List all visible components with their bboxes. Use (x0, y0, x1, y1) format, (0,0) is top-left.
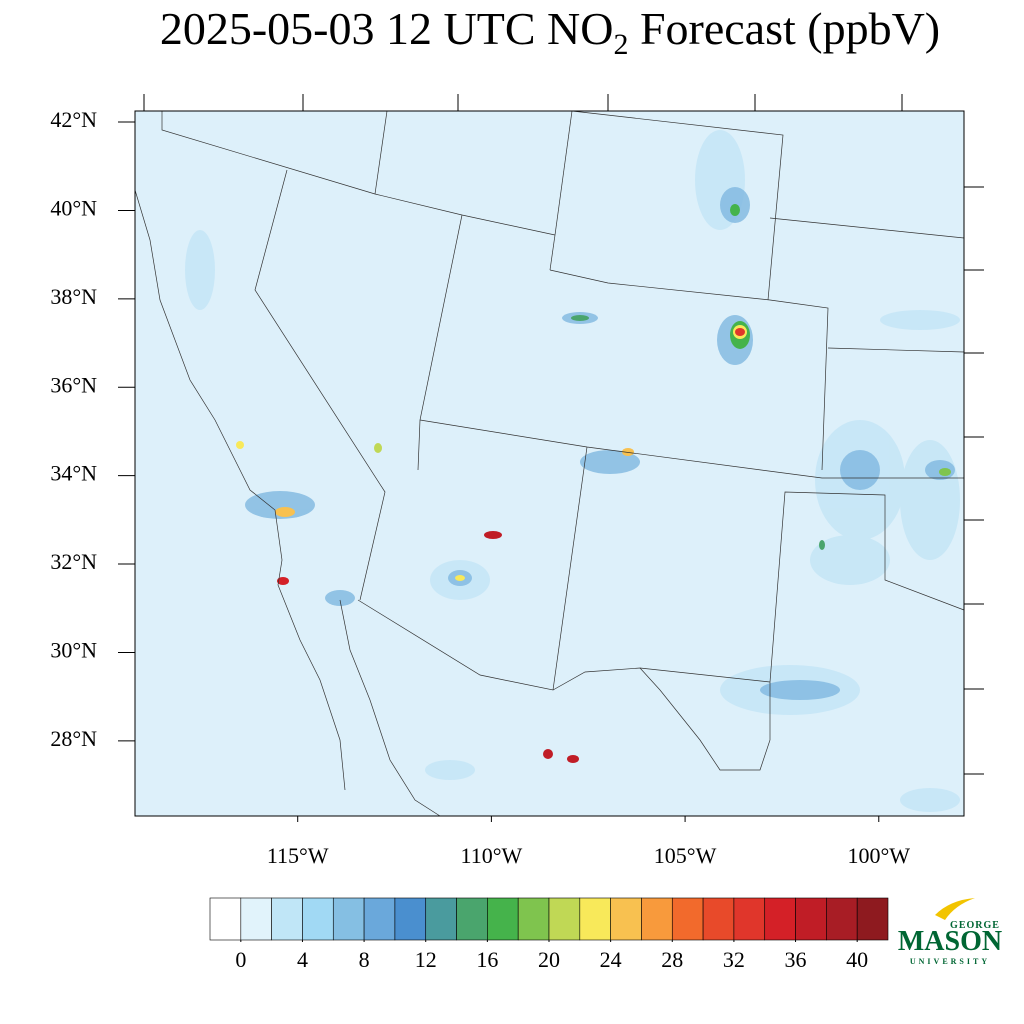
lat-label: 42°N (50, 107, 97, 132)
colorbar-box (209, 897, 242, 941)
logo-text: MASON (898, 926, 1002, 957)
colorbar-box (795, 897, 827, 941)
colorbar-label: 20 (538, 947, 560, 972)
lon-label: 110°W (461, 843, 523, 868)
colorbar-box (302, 897, 334, 941)
colorbar-box (240, 897, 272, 941)
colorbar-label: 4 (297, 947, 308, 972)
colorbar-box (579, 897, 611, 941)
boundaries (134, 110, 965, 817)
graticule-ticks (143, 94, 984, 775)
colorbar-box (764, 897, 796, 941)
lon-label: 115°W (267, 843, 329, 868)
title-text: Forecast (ppbV) (628, 3, 940, 54)
colorbar-box (856, 897, 889, 941)
colorbar-box (641, 897, 673, 941)
colorbar-label: 36 (785, 947, 807, 972)
lat-label: 34°N (50, 461, 97, 486)
colorbar-label: 8 (359, 947, 370, 972)
logo: GEORGE MASON UNIVERSITY (898, 898, 1002, 966)
lon-label: 100°W (847, 843, 910, 868)
title: 2025-05-03 12 UTC NO2 Forecast (ppbV) (160, 3, 940, 61)
colorbar-label: 24 (600, 947, 622, 972)
lat-label: 38°N (50, 284, 97, 309)
colorbar-box (517, 897, 550, 941)
colorbar-box (271, 897, 303, 941)
colorbar-box (487, 897, 519, 941)
lat-label: 40°N (50, 195, 97, 220)
lat-label: 30°N (50, 638, 97, 663)
map-frame (134, 110, 965, 817)
colorbar-box (733, 897, 766, 941)
concentration-hotspots (236, 204, 951, 763)
logo-text: UNIVERSITY (910, 957, 990, 966)
colorbar-box (394, 897, 427, 941)
colorbar-box (425, 897, 457, 941)
title-subscript: 2 (613, 28, 628, 61)
colorbar-label: 28 (661, 947, 683, 972)
lat-label: 36°N (50, 372, 97, 397)
lat-label: 32°N (50, 549, 97, 574)
lat-label: 28°N (50, 726, 97, 751)
logo-swoosh (935, 898, 975, 920)
colorbar-label: 0 (235, 947, 246, 972)
colorbar-box (702, 897, 735, 941)
colorbar-label: 16 (476, 947, 498, 972)
logo-text: GEORGE (950, 920, 1000, 931)
colorbar-box (671, 897, 704, 941)
colorbar-box (332, 897, 365, 941)
map-area (134, 94, 984, 817)
colorbar-box (826, 897, 858, 941)
colorbar-label: 12 (415, 947, 437, 972)
colorbar-label: 32 (723, 947, 745, 972)
title-text: 2025-05-03 12 UTC NO (160, 3, 614, 54)
colorbar-box (456, 897, 488, 941)
colorbar-box (610, 897, 642, 941)
lon-label: 105°W (654, 843, 717, 868)
colorbar-box (548, 897, 581, 941)
colorbar-box (363, 897, 396, 941)
colorbar-label: 40 (846, 947, 868, 972)
